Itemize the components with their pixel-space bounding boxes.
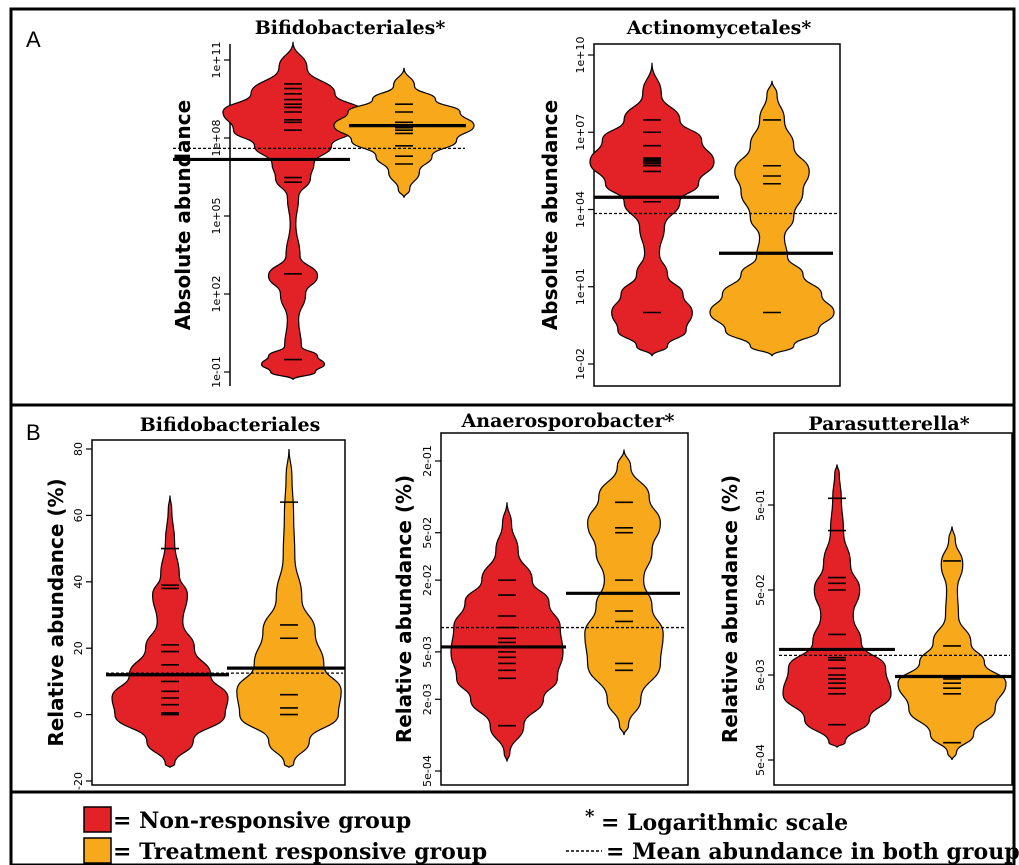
bean-shape-responsive (709, 80, 835, 357)
panel-a-frame (9, 7, 1016, 407)
y-tick-label: 5e-03 (754, 659, 767, 691)
bean-shape-nonresponsive (782, 464, 892, 749)
plot-frame (440, 432, 689, 786)
y-tick-label: 5e-01 (754, 489, 767, 521)
y-tick-label: 1e+07 (574, 114, 587, 151)
y-axis-label: Absolute abundance (538, 100, 562, 330)
plot-title: Bifidobacteriales* (255, 17, 446, 39)
bean-shape-nonresponsive (222, 41, 364, 382)
y-tick-label: 2e-02 (421, 564, 434, 596)
plot-title: Parasutterella* (808, 413, 969, 435)
panel-label-a: A (26, 27, 41, 52)
bean-plot-4: Anaerosporobacter* Relative abundance (%)… (392, 410, 689, 787)
legend: = Non-responsive group = Treatment respo… (83, 806, 1019, 865)
y-tick-label: 40 (72, 575, 85, 589)
bean-shape-nonresponsive (450, 502, 564, 763)
panel-label-b: B (26, 420, 41, 445)
y-tick-label: 5e-02 (421, 517, 434, 549)
y-tick-label: 80 (72, 442, 85, 456)
legend-label-nonresponsive: = Non-responsive group (113, 808, 411, 834)
y-tick-label: 1e+08 (210, 120, 223, 157)
y-tick-label: 1e+05 (210, 198, 223, 235)
y-axis-label: Absolute abundance (171, 100, 195, 330)
plot-frame (91, 439, 346, 786)
y-tick-label: 1e-01 (210, 356, 223, 388)
plot-frame (773, 432, 1013, 786)
bean-plot-1: Bifidobacteriales* Absolute abundance 1e-0… (171, 17, 475, 388)
bean-shape-responsive (897, 526, 1007, 761)
bean-shape-nonresponsive (589, 62, 715, 357)
y-tick-label: 20 (72, 641, 85, 655)
plots-layer: Bifidobacteriales* Absolute abundance 1e-0… (44, 17, 1013, 790)
y-tick-label: 5e-04 (754, 744, 767, 776)
legend-label-mean: = Mean abundance in both groups (606, 839, 1019, 865)
bean-plot-3: Bifidobacteriales Relative abundance (%) -… (44, 414, 346, 790)
bean-plot-2: Actinomycetales* Absolute abundance 1e-02 1… (538, 17, 841, 387)
legend-swatch-nonresponsive (83, 806, 112, 833)
y-tick-label: 5e-03 (421, 636, 434, 668)
y-tick-label: 5e-02 (754, 574, 767, 606)
y-axis-label: Relative abundance (%) (392, 475, 416, 743)
y-tick-label: 1e+10 (574, 37, 587, 74)
bean-plot-5: Parasutterella* Relative abundance (%) 5e-… (718, 413, 1013, 786)
y-tick-label: 1e+11 (210, 42, 223, 79)
y-tick-label: 1e+04 (574, 191, 587, 228)
y-tick-label: 60 (72, 508, 85, 522)
legend-frame (9, 790, 1016, 865)
y-axis-label: Relative abundance (%) (44, 478, 68, 746)
y-tick-label: 2e-01 (421, 445, 434, 477)
bean-shape-nonresponsive (111, 495, 229, 769)
y-tick-label: 2e-03 (421, 683, 434, 715)
y-tick-label: 0 (72, 711, 85, 718)
y-tick-label: 1e+02 (210, 276, 223, 313)
legend-label-responsive: = Treatment responsive group (113, 839, 487, 865)
bean-shape-responsive (236, 448, 342, 769)
y-tick-label: 1e+01 (574, 268, 587, 305)
plot-frame (593, 43, 841, 387)
plot-title: Anaerosporobacter* (461, 410, 675, 432)
y-tick-label: -20 (72, 772, 85, 790)
y-tick-label: 1e-02 (574, 348, 587, 380)
plot-title: Actinomycetales* (626, 17, 812, 39)
legend-star-symbol: * (585, 806, 595, 827)
plot-title: Bifidobacteriales (140, 414, 321, 436)
legend-swatch-responsive (83, 837, 112, 864)
legend-label-log-scale: = Logarithmic scale (601, 810, 848, 836)
y-axis-label: Relative abundance (%) (718, 475, 742, 743)
y-tick-label: 5e-04 (421, 755, 434, 787)
